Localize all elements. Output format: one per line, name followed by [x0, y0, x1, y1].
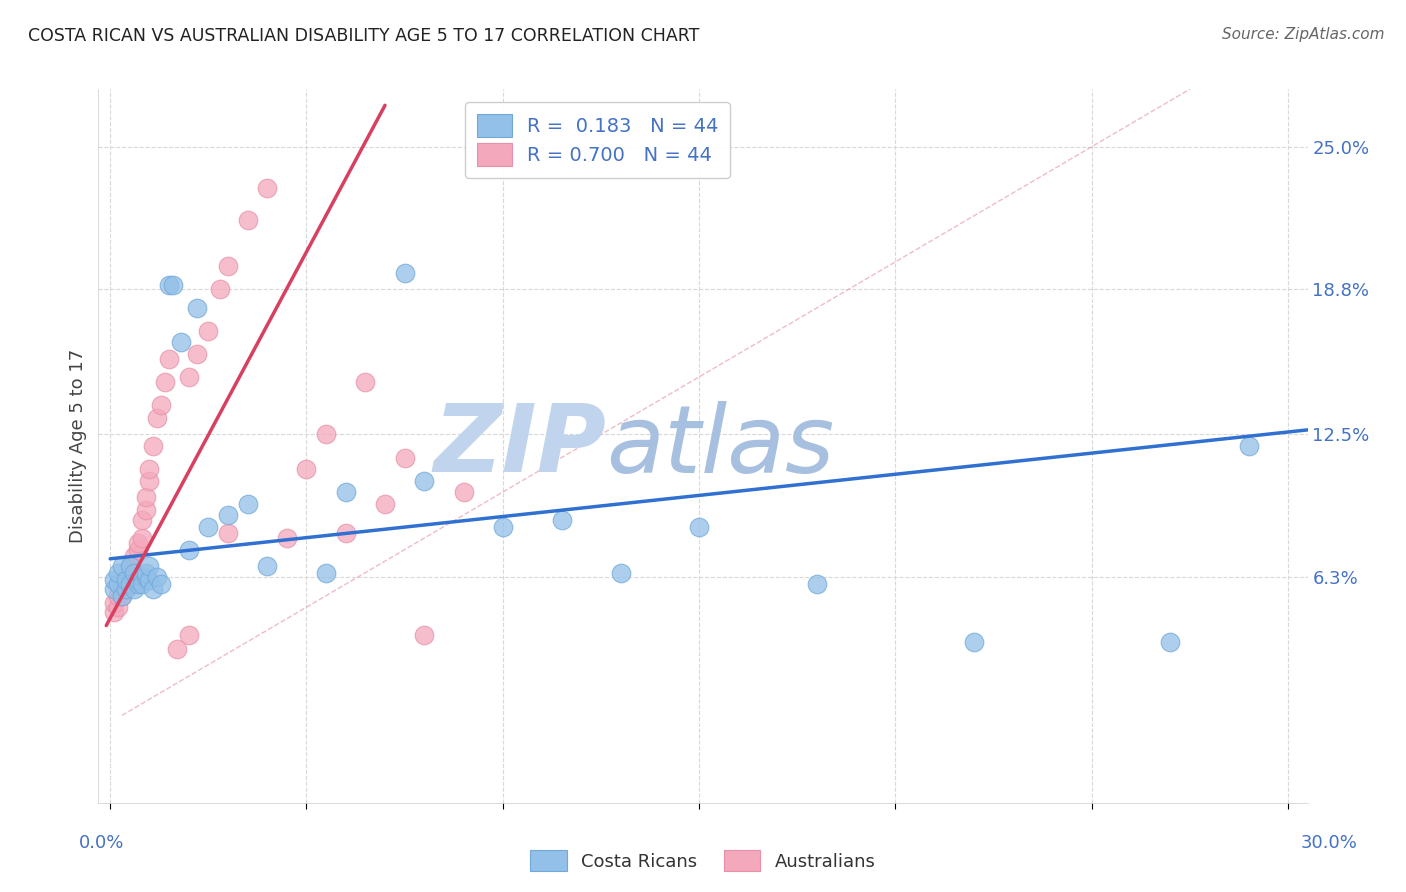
Y-axis label: Disability Age 5 to 17: Disability Age 5 to 17	[69, 349, 87, 543]
Point	[963, 634, 986, 648]
Point	[131, 570, 153, 584]
Point	[135, 566, 157, 580]
Legend: Costa Ricans, Australians: Costa Ricans, Australians	[523, 843, 883, 879]
Point	[217, 260, 239, 274]
Point	[354, 375, 377, 389]
Point	[122, 566, 145, 580]
Point	[115, 573, 138, 587]
Point	[453, 485, 475, 500]
Text: Source: ZipAtlas.com: Source: ZipAtlas.com	[1222, 27, 1385, 42]
Point	[127, 535, 149, 549]
Point	[177, 370, 200, 384]
Point	[335, 485, 357, 500]
Point	[166, 641, 188, 656]
Point	[217, 526, 239, 541]
Point	[157, 351, 180, 366]
Point	[186, 347, 208, 361]
Point	[127, 542, 149, 557]
Point	[138, 573, 160, 587]
Point	[122, 566, 145, 580]
Point	[115, 573, 138, 587]
Point	[118, 577, 141, 591]
Point	[177, 542, 200, 557]
Point	[131, 577, 153, 591]
Point	[127, 573, 149, 587]
Point	[1159, 634, 1181, 648]
Point	[107, 577, 129, 591]
Point	[115, 582, 138, 596]
Point	[394, 450, 416, 465]
Point	[103, 595, 125, 609]
Point	[150, 398, 173, 412]
Point	[107, 566, 129, 580]
Text: 30.0%: 30.0%	[1301, 834, 1357, 852]
Point	[142, 439, 165, 453]
Point	[118, 558, 141, 573]
Point	[177, 628, 200, 642]
Point	[413, 628, 436, 642]
Point	[236, 497, 259, 511]
Point	[276, 531, 298, 545]
Point	[138, 474, 160, 488]
Point	[115, 582, 138, 596]
Point	[150, 577, 173, 591]
Point	[138, 558, 160, 573]
Text: COSTA RICAN VS AUSTRALIAN DISABILITY AGE 5 TO 17 CORRELATION CHART: COSTA RICAN VS AUSTRALIAN DISABILITY AGE…	[28, 27, 700, 45]
Point	[131, 531, 153, 545]
Point	[315, 566, 337, 580]
Point	[122, 582, 145, 596]
Point	[111, 589, 134, 603]
Point	[688, 519, 710, 533]
Point	[315, 427, 337, 442]
Point	[157, 277, 180, 292]
Point	[146, 570, 169, 584]
Point	[170, 335, 193, 350]
Point	[413, 474, 436, 488]
Point	[186, 301, 208, 315]
Point	[111, 577, 134, 591]
Point	[131, 513, 153, 527]
Point	[492, 519, 515, 533]
Point	[122, 549, 145, 564]
Point	[135, 570, 157, 584]
Point	[550, 513, 572, 527]
Point	[256, 558, 278, 573]
Point	[217, 508, 239, 522]
Point	[374, 497, 396, 511]
Text: ZIP: ZIP	[433, 400, 606, 492]
Point	[236, 213, 259, 227]
Point	[806, 577, 828, 591]
Point	[107, 589, 129, 603]
Point	[103, 605, 125, 619]
Point	[127, 577, 149, 591]
Point	[197, 519, 219, 533]
Point	[197, 324, 219, 338]
Point	[394, 266, 416, 280]
Point	[146, 411, 169, 425]
Point	[118, 558, 141, 573]
Point	[609, 566, 631, 580]
Point	[1237, 439, 1260, 453]
Point	[135, 490, 157, 504]
Point	[138, 462, 160, 476]
Point	[153, 375, 176, 389]
Point	[295, 462, 318, 476]
Point	[107, 600, 129, 615]
Point	[111, 558, 134, 573]
Point	[142, 582, 165, 596]
Point	[162, 277, 184, 292]
Point	[256, 181, 278, 195]
Point	[335, 526, 357, 541]
Point	[103, 582, 125, 596]
Point	[118, 577, 141, 591]
Point	[111, 589, 134, 603]
Point	[209, 283, 232, 297]
Legend: R =  0.183   N = 44, R = 0.700   N = 44: R = 0.183 N = 44, R = 0.700 N = 44	[465, 103, 730, 178]
Text: 0.0%: 0.0%	[79, 834, 124, 852]
Point	[103, 573, 125, 587]
Text: atlas: atlas	[606, 401, 835, 491]
Point	[135, 503, 157, 517]
